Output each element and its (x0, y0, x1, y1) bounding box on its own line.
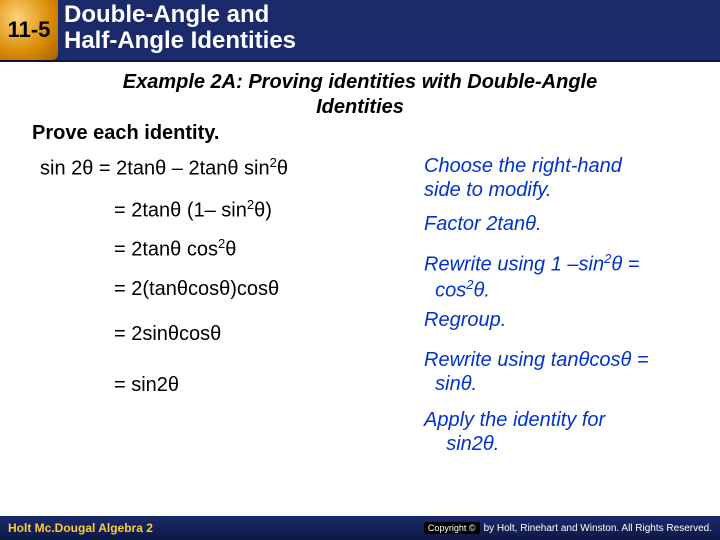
step-4-math: = 2(tanθcosθ)cosθ (114, 278, 279, 301)
step-4-explanation: Regroup. (424, 309, 506, 333)
step-2-math: = 2tanθ (1– sin2θ) (114, 197, 272, 223)
section-badge: 11-5 (0, 0, 58, 60)
step-5: = 2sinθcosθ (40, 323, 700, 346)
step-5-explanation: Rewrite using tanθcosθ = sinθ. (424, 349, 649, 396)
header-title-line1: Double-Angle and (64, 2, 296, 28)
copyright-text: by Holt, Rinehart and Winston. All Right… (484, 523, 712, 534)
slide-footer: Holt Mc.Dougal Algebra 2 Copyright © by … (0, 516, 720, 540)
example-title-line1: Example 2A: Proving identities with Doub… (123, 71, 598, 93)
step-2-explanation: Factor 2tanθ. (424, 213, 542, 237)
section-number: 11-5 (8, 17, 51, 43)
footer-textbook: Holt Mc.Dougal Algebra 2 (8, 521, 153, 535)
copyright-badge: Copyright © (424, 522, 480, 534)
header-title: Double-Angle and Half-Angle Identities (64, 2, 296, 55)
step-6-explanation: Apply the identity for sin2θ. (424, 409, 605, 456)
header-title-line2: Half-Angle Identities (64, 28, 296, 54)
content-area: Example 2A: Proving identities with Doub… (0, 62, 720, 397)
step-1-explanation: Choose the right-hand side to modify. (424, 155, 622, 202)
step-5-math: = 2sinθcosθ (114, 323, 221, 346)
instruction: Prove each identity. (32, 122, 700, 145)
step-3-explanation: Rewrite using 1 –sin2θ = cos2θ. (424, 251, 639, 304)
footer-copyright: Copyright © by Holt, Rinehart and Winsto… (424, 522, 712, 534)
slide-header: 11-5 Double-Angle and Half-Angle Identit… (0, 0, 720, 62)
example-title-line2: Identities (316, 96, 404, 118)
step-6-math: = sin2θ (114, 374, 179, 397)
example-title: Example 2A: Proving identities with Doub… (20, 70, 700, 120)
step-1-math: sin 2θ = 2tanθ – 2tanθ sin2θ (40, 155, 288, 181)
step-3-math: = 2tanθ cos2θ (114, 236, 236, 262)
proof-steps: sin 2θ = 2tanθ – 2tanθ sin2θ Choose the … (40, 155, 700, 397)
